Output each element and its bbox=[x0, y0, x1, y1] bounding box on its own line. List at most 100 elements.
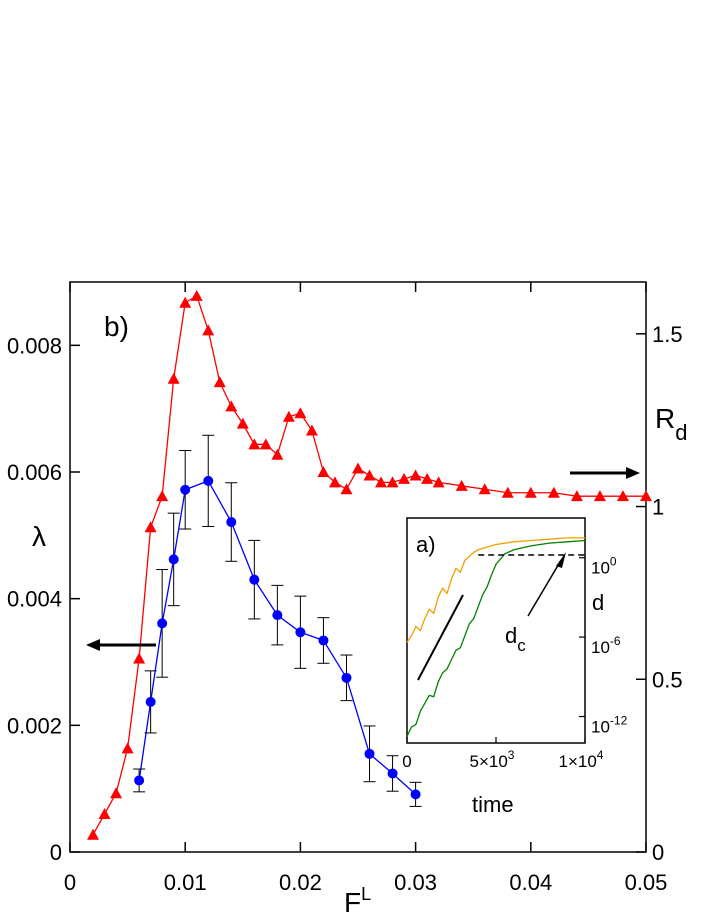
inset-x-tick-label: 0 bbox=[402, 752, 411, 771]
data-point-triangle bbox=[87, 828, 100, 840]
data-point-circle bbox=[180, 484, 191, 495]
data-point-triangle bbox=[282, 410, 295, 422]
inset-axes-ticks: 0 5×103 1×104 100 10-6 10-12 bbox=[402, 555, 627, 771]
data-point-triangle bbox=[167, 372, 180, 384]
inset-y-tick-label: 100 bbox=[591, 555, 617, 578]
x-tick-label: 0.01 bbox=[164, 870, 207, 895]
data-point-triangle bbox=[363, 469, 376, 481]
inset-x-tick-label: 1×104 bbox=[559, 748, 604, 771]
data-point-triangle bbox=[375, 476, 388, 488]
panel-label-a: a) bbox=[416, 532, 436, 557]
data-point-triangle bbox=[616, 490, 629, 502]
data-point-triangle bbox=[190, 289, 203, 301]
data-point-triangle bbox=[340, 483, 353, 495]
data-point-circle bbox=[157, 618, 168, 629]
data-point-triangle bbox=[386, 476, 399, 488]
y-left-axis-title: λ bbox=[32, 521, 46, 552]
data-point-circle bbox=[272, 610, 283, 621]
data-point-circle bbox=[134, 775, 145, 786]
y-left-tick-label: 0.008 bbox=[7, 333, 62, 358]
inset-y-tick-exponent: -12 bbox=[610, 714, 628, 728]
y-right-tick-label: 1 bbox=[652, 495, 664, 520]
x-tick-label: 0.04 bbox=[509, 870, 552, 895]
data-point-triangle bbox=[593, 490, 606, 502]
data-point-triangle bbox=[236, 417, 249, 429]
y-right-axis-title: Rd bbox=[655, 403, 687, 445]
data-point-triangle bbox=[305, 424, 318, 436]
data-point-triangle bbox=[455, 479, 468, 491]
y-right-axis-title-sub: d bbox=[675, 420, 687, 445]
inset-x-axis-title: time bbox=[472, 792, 514, 817]
inset-y-axis-title: d bbox=[592, 590, 604, 615]
data-point-circle bbox=[318, 635, 329, 646]
main-axes-ticks: 0 0.01 0.02 0.03 0.04 0.05 0 0.002 0.004 0.006 0.0… bbox=[7, 282, 683, 895]
data-point-triangle bbox=[202, 324, 215, 336]
data-point-triangle bbox=[547, 486, 560, 498]
plot-area bbox=[69, 281, 647, 853]
inset-plot-area bbox=[406, 517, 586, 744]
inset-series-line bbox=[406, 537, 585, 643]
data-point-circle bbox=[203, 475, 214, 486]
data-point-circle bbox=[295, 627, 306, 638]
data-point-triangle bbox=[524, 486, 537, 498]
data-point-circle bbox=[364, 748, 375, 759]
panel-label-b: b) bbox=[104, 311, 129, 342]
data-point-triangle bbox=[121, 742, 134, 754]
data-point-circle bbox=[410, 789, 421, 800]
x-axis-title: FL bbox=[344, 884, 371, 918]
inset-x-tick-exponent: 4 bbox=[597, 748, 604, 762]
data-point-triangle bbox=[179, 296, 192, 308]
data-point-triangle bbox=[640, 490, 652, 502]
x-tick-label: 0 bbox=[64, 870, 76, 895]
data-point-triangle bbox=[570, 490, 583, 502]
x-tick-label: 0.03 bbox=[394, 870, 437, 895]
inset-series-line bbox=[406, 539, 586, 737]
y-left-tick-label: 0.006 bbox=[7, 460, 62, 485]
data-point-triangle bbox=[144, 521, 157, 533]
left-arrow-annotation bbox=[86, 639, 156, 651]
data-point-triangle bbox=[432, 476, 445, 488]
inset-y-tick-label: 10-6 bbox=[591, 634, 621, 657]
threshold-label: dc bbox=[505, 623, 526, 655]
data-point-triangle bbox=[294, 407, 307, 419]
data-point-triangle bbox=[317, 466, 330, 477]
inset-y-tick-exponent: -6 bbox=[610, 634, 621, 648]
data-point-triangle bbox=[501, 486, 514, 498]
y-left-tick-label: 0.004 bbox=[7, 587, 62, 612]
threshold-arrow bbox=[527, 552, 566, 617]
data-point-triangle bbox=[156, 490, 169, 502]
inset-y-tick-exponent: 0 bbox=[610, 555, 617, 569]
data-point-triangle bbox=[421, 472, 434, 484]
data-point-triangle bbox=[409, 469, 422, 481]
y-left-tick-label: 0 bbox=[50, 840, 62, 865]
data-point-triangle bbox=[271, 448, 284, 460]
inset-series-layer bbox=[406, 537, 586, 737]
data-point-triangle bbox=[110, 787, 123, 799]
y-right-tick-label: 0.5 bbox=[652, 667, 683, 692]
threshold-label-sub: c bbox=[517, 636, 526, 655]
data-point-triangle bbox=[133, 652, 146, 664]
x-tick-label: 0.02 bbox=[279, 870, 322, 895]
data-point-triangle bbox=[248, 438, 261, 450]
inset-y-tick-label: 10-12 bbox=[591, 714, 628, 737]
data-point-triangle bbox=[225, 400, 238, 412]
data-point-circle bbox=[226, 517, 237, 528]
series-line bbox=[92, 294, 646, 836]
y-left-tick-label: 0.002 bbox=[7, 713, 62, 738]
data-point-circle bbox=[387, 768, 398, 779]
inset-x-tick-exponent: 3 bbox=[508, 748, 515, 762]
data-point-circle bbox=[168, 554, 179, 565]
data-point-triangle bbox=[352, 462, 364, 474]
data-point-triangle bbox=[328, 476, 341, 488]
slope-guide-line bbox=[417, 594, 464, 681]
data-point-triangle bbox=[213, 376, 226, 388]
data-point-triangle bbox=[398, 472, 411, 484]
x-tick-label: 0.05 bbox=[625, 870, 668, 895]
data-point-circle bbox=[249, 574, 260, 585]
data-point-triangle bbox=[259, 438, 272, 450]
main-series-layer bbox=[87, 289, 652, 840]
data-point-circle bbox=[145, 696, 156, 707]
data-point-circle bbox=[341, 672, 352, 683]
y-right-tick-label: 0 bbox=[652, 840, 664, 865]
data-point-triangle bbox=[98, 808, 111, 819]
